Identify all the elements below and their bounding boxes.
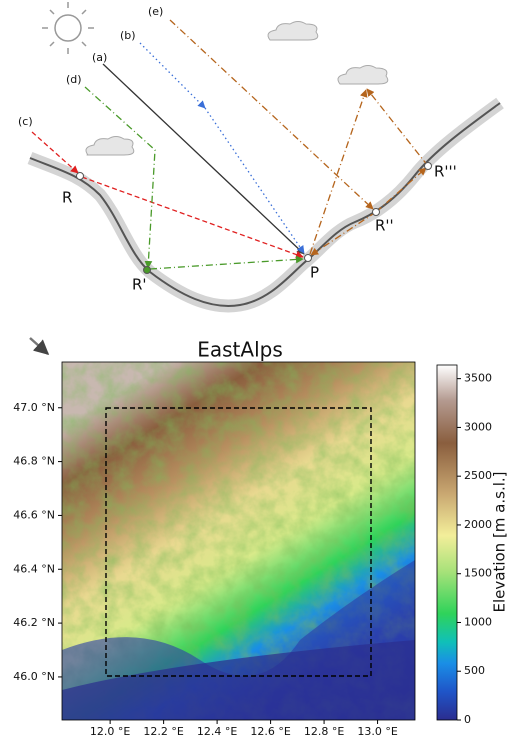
point-label: P xyxy=(310,264,319,282)
path-b xyxy=(140,43,205,108)
path-label: (b) xyxy=(120,29,136,42)
colorbar-tick-label: 1500 xyxy=(464,567,492,580)
path-a xyxy=(103,64,304,254)
path-d xyxy=(150,259,303,269)
elevation-map xyxy=(62,362,415,720)
colorbar-tick-label: 0 xyxy=(464,713,471,726)
y-tick-label: 46.0 °N xyxy=(13,670,55,683)
x-tick-label: 12.0 °E xyxy=(90,725,130,738)
path-e xyxy=(367,89,428,166)
path-e xyxy=(170,20,373,209)
y-tick-label: 46.4 °N xyxy=(13,562,55,575)
y-tick-label: 47.0 °N xyxy=(13,401,55,414)
valley-ground xyxy=(30,103,500,306)
x-tick-label: 13.0 °E xyxy=(357,725,397,738)
x-tick-label: 12.8 °E xyxy=(304,725,344,738)
sun xyxy=(42,2,94,54)
colorbar-tick-label: 1000 xyxy=(464,615,492,628)
colorbar-tick-label: 2500 xyxy=(464,469,492,482)
path-b xyxy=(205,108,304,253)
figure: (a) (b) (c) (d) (e) R R' R'' R''' P East… xyxy=(0,0,514,738)
point-label: R''' xyxy=(434,163,457,181)
colorbar-tick-label: 3500 xyxy=(464,372,492,385)
arrow-icon xyxy=(30,338,48,354)
path-label: (c) xyxy=(18,115,33,128)
path-label: (e) xyxy=(148,5,163,18)
x-tick-label: 12.4 °E xyxy=(197,725,237,738)
diagram xyxy=(30,2,500,306)
colorbar-tick-label: 500 xyxy=(464,664,485,677)
colorbar-label: Elevation [m a.s.l.] xyxy=(491,471,509,612)
point-label: R xyxy=(62,189,72,207)
point-label: R'' xyxy=(375,217,394,235)
y-tick-label: 46.8 °N xyxy=(13,455,55,468)
path-label: (d) xyxy=(66,73,82,86)
colorbar-tick-label: 3000 xyxy=(464,420,492,433)
x-tick-label: 12.6 °E xyxy=(250,725,290,738)
map-title: EastAlps xyxy=(197,338,283,362)
y-tick-label: 46.6 °N xyxy=(13,508,55,521)
y-tick-label: 46.2 °N xyxy=(13,616,55,629)
x-tick-label: 12.2 °E xyxy=(143,725,183,738)
path-label: (a) xyxy=(92,51,107,64)
point-label: R' xyxy=(132,276,147,294)
colorbar-tick-label: 2000 xyxy=(464,518,492,531)
colorbar xyxy=(437,365,457,720)
